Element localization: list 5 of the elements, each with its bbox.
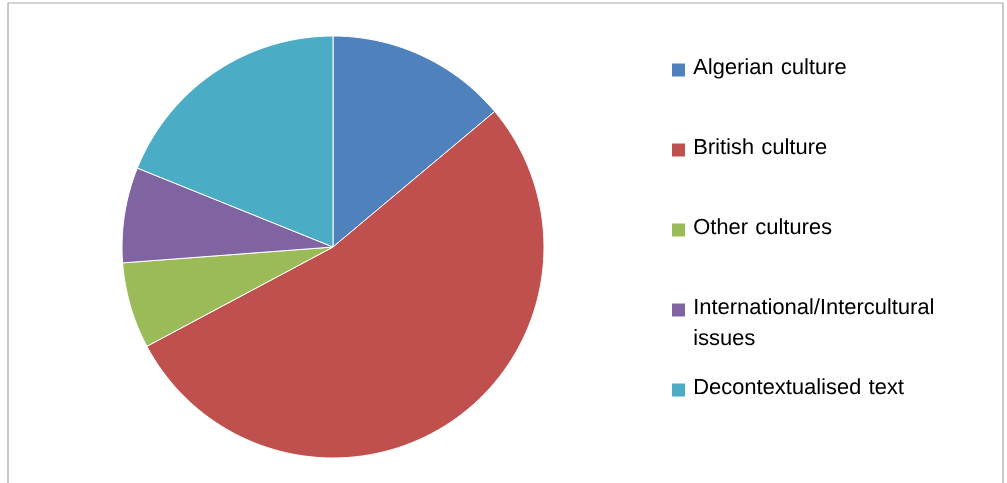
legend-label: British culture (695, 138, 827, 155)
legend-label: Decontextualised text (695, 378, 904, 395)
legend-label: International/Intercultural issues (694, 298, 933, 346)
legend-label: Algerian culture (693, 58, 846, 79)
legend-label: Other cultures (694, 218, 832, 235)
